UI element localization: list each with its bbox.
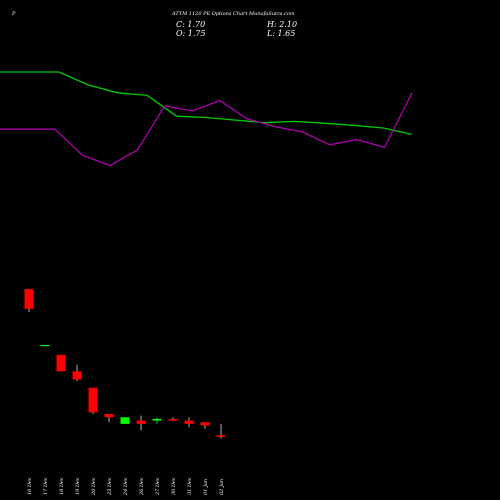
indicator-line (0, 71, 413, 136)
indicator-line (0, 92, 413, 167)
chart-title: ATTM 1120 PE Options Chart MunafaSutra.c… (172, 11, 295, 17)
x-tick-label: 17 Dec (43, 477, 49, 495)
x-tick-label: 16 Dec (27, 477, 33, 495)
candles (24, 289, 226, 439)
candle-body (216, 435, 226, 437)
x-tick-label: 31 Dec (187, 477, 193, 495)
candle-body (56, 354, 66, 372)
candle-body (120, 417, 130, 424)
x-tick-label: 27 Dec (155, 477, 161, 496)
candle-body (24, 289, 34, 309)
x-tick-label: 24 Dec (123, 477, 129, 496)
symbol-label: P (12, 11, 16, 17)
x-tick-label: 01 Jan (203, 479, 209, 495)
indicator-lines (0, 71, 413, 167)
x-tick-label: 19 Dec (75, 477, 81, 495)
high-value: H: 2.10 (267, 20, 298, 29)
candle-body (200, 422, 210, 426)
x-tick-label: 18 Dec (59, 477, 65, 495)
low-value: L: 1.65 (267, 29, 296, 38)
candle-body (184, 420, 194, 424)
x-tick-label: 02 Jan (219, 479, 225, 495)
x-tick-label: 20 Dec (91, 477, 97, 496)
close-value: C: 1.70 (176, 20, 206, 29)
open-value: O: 1.75 (176, 29, 206, 38)
x-tick-label: 26 Dec (139, 477, 145, 496)
candle-body (40, 345, 50, 347)
candle-body (88, 387, 98, 413)
candle-body (152, 418, 162, 421)
candle-body (104, 414, 114, 418)
candle-body (136, 420, 146, 424)
candle-body (168, 418, 178, 421)
x-tick-label: 30 Dec (171, 477, 177, 495)
x-axis-ticks: 16 Dec 17 Dec 18 Dec 19 Dec 20 Dec 23 Dec 24 D… (27, 477, 225, 496)
candle-body (72, 371, 82, 380)
x-tick-label: 23 Dec (107, 477, 113, 496)
